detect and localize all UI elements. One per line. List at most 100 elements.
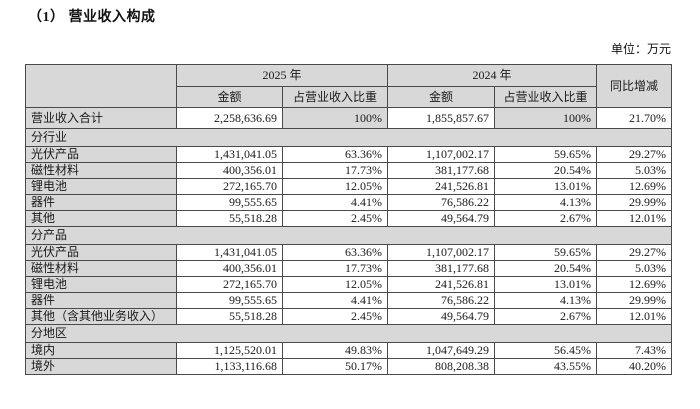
share-2025-cell: 12.05% (281, 276, 389, 293)
share-2024-cell: 43.55% (494, 358, 598, 375)
share-2025-cell: 12.05% (281, 178, 389, 195)
row-label-cell: 境内 (25, 342, 177, 359)
amount-2024-cell: 1,107,002.17 (387, 244, 496, 261)
row-label-cell: 磁性材料 (25, 260, 177, 277)
table-row: 境内 1,125,520.01 49.83% 1,047,649.29 56.45% 7.… (25, 342, 673, 359)
amount-2024-cell: 49,564.79 (387, 308, 496, 325)
share-2024-cell: 2.67% (494, 210, 598, 227)
amount-2025-cell: 400,356.01 (176, 260, 283, 277)
share-2024-cell: 20.54% (494, 162, 598, 179)
table-row: 器件 99,555.65 4.41% 76,586.22 4.13% 29.99% (25, 292, 673, 309)
row-label-cell: 锂电池 (25, 276, 177, 293)
yoy-cell: 12.01% (596, 210, 673, 227)
share-2024-cell: 4.13% (494, 194, 598, 211)
year-2024-header: 2024 年 (387, 64, 598, 87)
table-row: 磁性材料 400,356.01 17.73% 381,177.68 20.54% 5.03… (25, 162, 673, 179)
share-2025-cell: 17.73% (281, 260, 389, 277)
yoy-cell: 12.01% (596, 308, 673, 325)
amount-2025-cell: 55,518.28 (176, 210, 283, 227)
amount-2025-cell: 400,356.01 (176, 162, 283, 179)
share-2025-cell: 63.36% (281, 244, 389, 261)
share-2025-cell: 2.45% (281, 210, 389, 227)
table-row: 光伏产品 1,431,041.05 63.36% 1,107,002.17 59.65%… (25, 146, 673, 163)
amount-2025-cell: 1,125,520.01 (176, 342, 283, 359)
share-2025-cell: 4.41% (281, 292, 389, 309)
amount-2025-header: 金额 (176, 86, 283, 108)
amount-2025-cell: 1,133,116.68 (176, 358, 283, 375)
row-label-cell: 锂电池 (25, 178, 177, 195)
row-label-cell: 光伏产品 (25, 146, 177, 163)
revenue-composition-table: 2025 年 2024 年 同比增减 金额 占营业收入比重 金额 占营业收入比重… (24, 64, 673, 375)
share-2024-cell: 59.65% (494, 244, 598, 261)
share-2024-cell: 2.67% (494, 308, 598, 325)
row-label-cell: 器件 (25, 292, 177, 309)
amount-2024-cell: 241,526.81 (387, 178, 496, 195)
amount-2024-header: 金额 (387, 86, 496, 108)
table-row: 器件 99,555.65 4.41% 76,586.22 4.13% 29.99% (25, 194, 673, 211)
amount-2024-cell: 808,208.38 (387, 358, 496, 375)
share-2025-cell: 2.45% (281, 308, 389, 325)
section-row: 分行业 (24, 128, 673, 147)
row-label-cell: 光伏产品 (25, 244, 177, 261)
share-2025-cell: 50.17% (281, 358, 389, 375)
row-label-cell: 磁性材料 (25, 162, 177, 179)
amount-2024-cell: 1,855,857.67 (387, 107, 496, 129)
share-2025-cell: 100% (281, 107, 389, 129)
table-row: 锂电池 272,165.70 12.05% 241,526.81 13.01% 12.69… (25, 276, 673, 293)
yoy-cell: 29.99% (596, 292, 673, 309)
yoy-cell: 5.03% (596, 162, 673, 179)
amount-2025-cell: 99,555.65 (176, 194, 283, 211)
amount-2024-cell: 1,047,649.29 (387, 342, 496, 359)
header-row-metrics: 金额 占营业收入比重 金额 占营业收入比重 (26, 86, 672, 108)
amount-2024-cell: 76,586.22 (387, 194, 496, 211)
yoy-cell: 29.99% (596, 194, 673, 211)
amount-2025-cell: 1,431,041.05 (176, 244, 283, 261)
yoy-cell: 21.70% (596, 107, 673, 129)
amount-2024-cell: 1,107,002.17 (387, 146, 496, 163)
yoy-cell: 40.20% (596, 358, 673, 375)
year-2025-header: 2025 年 (175, 64, 389, 87)
share-2024-cell: 4.13% (494, 292, 598, 309)
section-label: 分地区 (24, 324, 673, 343)
yoy-header: 同比增减 (596, 64, 673, 108)
share-2024-cell: 100% (494, 107, 598, 129)
unit-label: 单位：万元 (610, 42, 671, 56)
section-row: 分产品 (24, 226, 673, 245)
amount-2025-cell: 2,258,636.69 (176, 107, 283, 129)
row-label-cell: 营业收入合计 (25, 107, 177, 129)
amount-2024-cell: 381,177.68 (387, 260, 496, 277)
yoy-cell: 29.27% (596, 244, 673, 261)
header-row-years: 2025 年 2024 年 同比增减 (25, 64, 673, 108)
share-2024-cell: 56.45% (494, 342, 598, 359)
amount-2024-cell: 76,586.22 (387, 292, 496, 309)
share-2024-header: 占营业收入比重 (494, 86, 598, 108)
corner-empty-cell (25, 64, 177, 108)
share-2024-cell: 20.54% (494, 260, 598, 277)
table-row: 光伏产品 1,431,041.05 63.36% 1,107,002.17 59.65%… (25, 244, 673, 261)
table-row: 其他（含其他业务收入） 55,518.28 2.45% 49,564.79 2.67% 1… (25, 308, 673, 325)
amount-2025-cell: 272,165.70 (176, 276, 283, 293)
amount-2025-cell: 99,555.65 (176, 292, 283, 309)
row-label-cell: 其他（含其他业务收入） (25, 308, 177, 325)
amount-2025-cell: 1,431,041.05 (176, 146, 283, 163)
yoy-cell: 5.03% (596, 260, 673, 277)
share-2025-header: 占营业收入比重 (281, 86, 389, 108)
table-row: 锂电池 272,165.70 12.05% 241,526.81 13.01% 12.69… (25, 178, 673, 195)
table-row: 其他 55,518.28 2.45% 49,564.79 2.67% 12.01% (25, 210, 673, 227)
yoy-cell: 12.69% (596, 276, 673, 293)
amount-2024-cell: 381,177.68 (387, 162, 496, 179)
section-label: 分行业 (24, 128, 673, 147)
yoy-cell: 29.27% (596, 146, 673, 163)
yoy-cell: 7.43% (596, 342, 673, 359)
row-label-cell: 其他 (25, 210, 177, 227)
amount-2024-cell: 241,526.81 (387, 276, 496, 293)
section-row: 分地区 (24, 324, 673, 343)
page-title: （1） 营业收入构成 (28, 10, 156, 25)
row-label-cell: 器件 (25, 194, 177, 211)
share-2025-cell: 17.73% (281, 162, 389, 179)
share-2025-cell: 49.83% (281, 342, 389, 359)
share-2025-cell: 4.41% (281, 194, 389, 211)
table-row: 境外 1,133,116.68 50.17% 808,208.38 43.55% 40.2… (25, 358, 673, 375)
section-label: 分产品 (24, 226, 673, 245)
table-row: 营业收入合计 2,258,636.69 100% 1,855,857.67 100% 21… (25, 107, 673, 129)
